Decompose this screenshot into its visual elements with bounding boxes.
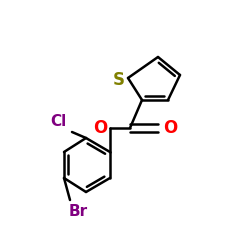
Text: O: O <box>163 119 177 137</box>
Text: Br: Br <box>68 204 87 220</box>
Text: O: O <box>93 119 107 137</box>
Text: S: S <box>113 71 125 89</box>
Text: Cl: Cl <box>50 114 66 130</box>
